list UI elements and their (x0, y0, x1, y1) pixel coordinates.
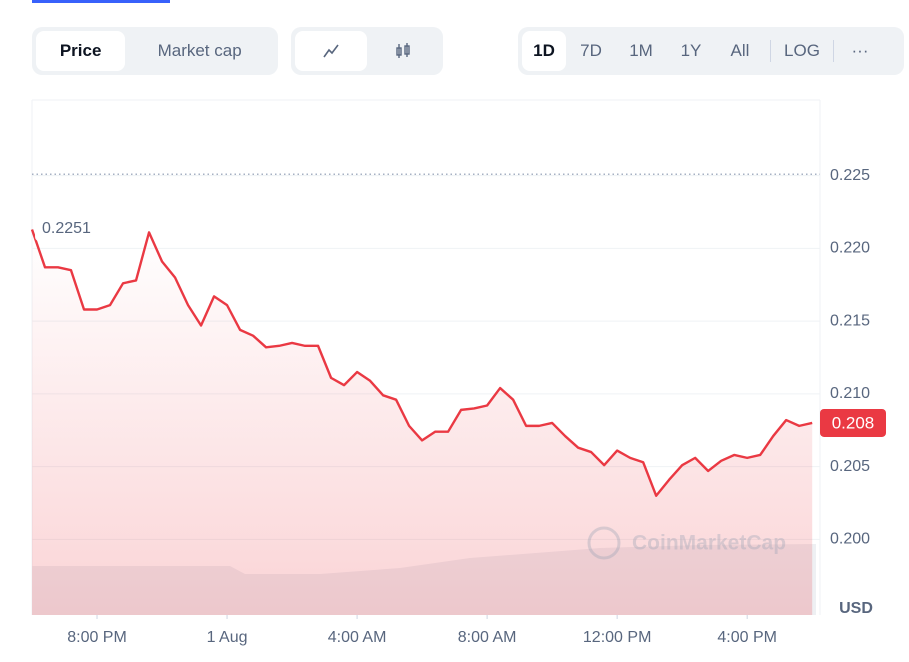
log-button[interactable]: LOG (784, 41, 820, 60)
range-button[interactable]: 1Y (680, 41, 702, 60)
open-price-box (35, 217, 99, 241)
y-tick-label: 0.225 (830, 167, 870, 184)
x-tick-label: 8:00 AM (458, 629, 517, 646)
range-button[interactable]: 1M (629, 41, 653, 60)
line-icon[interactable] (295, 31, 367, 71)
y-unit: USD (839, 600, 873, 617)
x-tick-label: 8:00 PM (67, 629, 127, 646)
current-price-label: 0.208 (832, 413, 875, 432)
y-tick-label: 0.215 (830, 312, 870, 329)
volume-area (32, 544, 816, 615)
x-tick-label: 12:00 PM (583, 629, 651, 646)
y-tick-label: 0.210 (830, 385, 870, 402)
price-line (30, 229, 813, 497)
x-tick-label: 4:00 PM (717, 629, 777, 646)
range-button[interactable]: 7D (580, 41, 602, 60)
active-indicator (32, 0, 170, 3)
tab-group: Price Market cap (32, 27, 278, 75)
current-price-box (820, 408, 886, 437)
open-price-label: 0.2251 (42, 220, 91, 237)
range-button[interactable]: All (730, 41, 750, 60)
x-tick-label: 4:00 AM (328, 629, 387, 646)
y-tick-label: 0.205 (830, 458, 870, 475)
chart-type-group (291, 27, 443, 75)
icon (396, 43, 410, 58)
watermark: CoinMarketCap (632, 532, 786, 555)
tab-price[interactable]: Price (36, 31, 126, 71)
range-button[interactable]: 1D (522, 31, 566, 71)
candle-icon[interactable] (367, 31, 439, 71)
icon (323, 44, 339, 58)
tab-market-cap[interactable]: Market cap (157, 41, 242, 60)
price-area (32, 229, 813, 615)
y-tick-label: 0.200 (830, 531, 870, 548)
watermark-group: CoinMarketCap (587, 526, 786, 560)
range-group: 1D 7D 1M 1Y All LOG ··· (518, 27, 904, 75)
watermark-logo (587, 526, 621, 560)
x-tick-label: 1 Aug (207, 629, 248, 646)
y-tick-label: 0.220 (830, 240, 870, 257)
more-button[interactable]: ··· (851, 41, 869, 60)
separator (833, 40, 834, 62)
separator (770, 40, 771, 62)
